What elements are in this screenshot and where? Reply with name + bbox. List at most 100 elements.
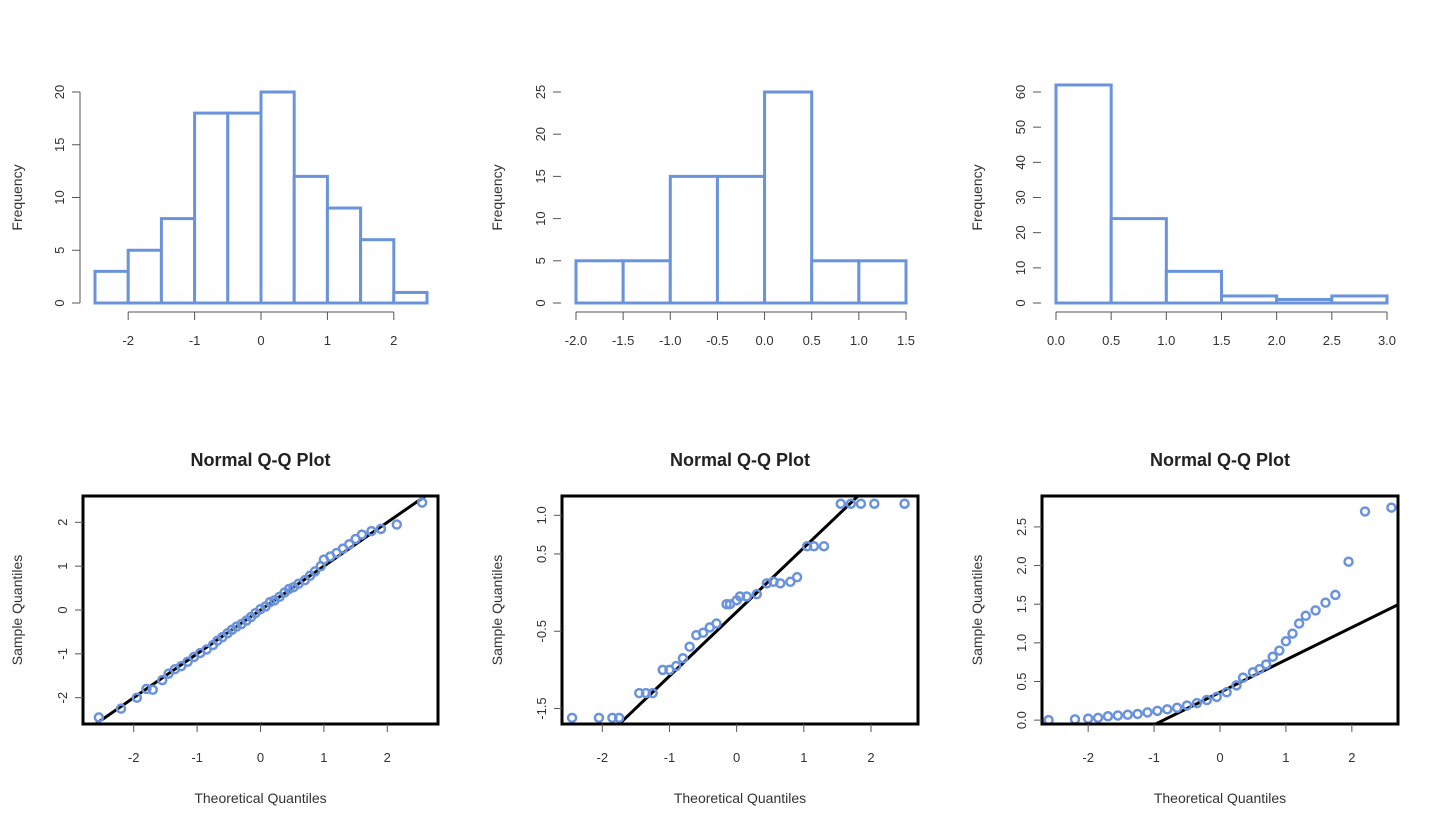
y-axis-title: Frequency [489,164,505,230]
qq-point [677,653,689,664]
y-tick-label: -2 [55,692,70,704]
qq-point [1237,672,1249,683]
y-tick-label: 50 [1013,120,1028,134]
y-tick-label: 10 [1013,261,1028,275]
x-tick-label: -1 [191,750,203,765]
y-tick-label: 0 [533,299,548,306]
qq-point [1152,705,1163,717]
qq-reference-line [1152,602,1398,724]
y-tick-label: 2.0 [1014,557,1029,575]
y-tick-label: 0.5 [1014,672,1029,690]
qq-point [356,529,368,540]
qq-point [1287,628,1298,639]
x-tick-label: 0.5 [803,333,821,348]
x-tick-label: -2 [122,333,134,348]
x-tick-label: -1 [189,333,201,348]
y-tick-label: -1.5 [534,697,549,719]
y-tick-label: 10 [52,190,67,204]
x-tick-label: 1 [1282,750,1289,765]
x-tick-label: 0 [257,750,264,765]
qq-point [1359,506,1371,517]
qq-point [640,687,652,699]
y-tick-label: 0 [55,606,70,613]
qq-point [1211,691,1222,703]
qq-point [1267,651,1278,663]
qq-point [1201,694,1213,706]
y-tick-label: 0 [1013,299,1028,306]
histogram-bar [93,269,130,305]
y-tick-label: 20 [533,127,548,141]
y-tick-label: 30 [1013,190,1028,204]
histogram-bar [1330,294,1389,305]
qq-point [808,540,820,552]
y-tick-label: 60 [1013,85,1028,99]
histogram-bar [810,259,861,305]
histogram-bar [1275,297,1334,305]
qq-point [566,712,578,724]
histogram-bar [1164,269,1224,305]
x-tick-label: -0.5 [706,333,728,348]
y-axis-title: Sample Quantiles [489,555,505,666]
qq-point [147,684,158,696]
qq-point [416,497,428,508]
y-tick-label: 1.5 [1014,595,1029,613]
qq-point [1142,707,1153,718]
x-tick-label: 1.0 [850,333,868,348]
qq-point [1043,714,1054,724]
qq-point [607,712,618,724]
x-tick-label: 1 [320,750,327,765]
x-tick-label: 0.0 [1047,333,1065,348]
plot-title: Normal Q-Q Plot [1150,450,1290,470]
qq-point [1191,697,1203,709]
qq-point [711,618,722,629]
histogram-bar [1109,217,1168,305]
histogram-bar [325,206,363,305]
y-tick-label: 5 [533,257,548,264]
y-tick-label: 1.0 [1014,634,1029,652]
qq-point [899,498,910,509]
qq-point [593,712,605,724]
qq-point [1274,645,1285,656]
x-tick-label: 2.0 [1268,333,1286,348]
qq-point [775,578,786,589]
qq-point [1221,687,1232,698]
x-tick-label: 0 [1216,750,1223,765]
histogram-bar [621,259,672,305]
qq-point [855,498,867,509]
histogram-bar [763,90,814,305]
histogram-bar [857,259,908,305]
x-tick-label: 2 [390,333,397,348]
x-tick-label: -2 [1082,750,1094,765]
qq-point [344,538,355,550]
x-tick-label: -2 [128,750,140,765]
qq-point [1132,708,1143,720]
x-tick-label: -1 [1148,750,1160,765]
plot-title: Normal Q-Q Plot [670,450,810,470]
y-tick-label: 20 [1013,225,1028,239]
x-tick-label: 2 [384,750,391,765]
x-tick-label: -1.5 [612,333,634,348]
qq-point [835,498,847,509]
qq-point [1254,663,1265,675]
qq-point [734,591,746,602]
x-tick-label: 1 [800,750,807,765]
y-tick-label: 2 [55,519,70,526]
y-tick-label: 1.0 [534,506,549,524]
y-tick-label: 40 [1013,155,1028,169]
qq-plot-1: Normal Q-Q Plot -2 -1 0 1 2 -2 -1 0 1 2 Sample Quan… [9,450,440,806]
qq-point [391,519,403,530]
qq-point [741,591,752,602]
x-tick-label: 0.5 [1102,333,1120,348]
qq-point [1343,556,1354,567]
y-tick-label: 0 [52,299,67,306]
y-tick-label: 15 [533,169,548,183]
x-axis-title: Theoretical Quantiles [674,790,806,806]
y-axis-title: Frequency [969,164,985,230]
qq-point [1280,636,1292,647]
y-tick-label: -0.5 [534,620,549,642]
histogram-bar [1054,83,1113,305]
qq-point [785,576,796,588]
qq-point [1231,680,1242,691]
